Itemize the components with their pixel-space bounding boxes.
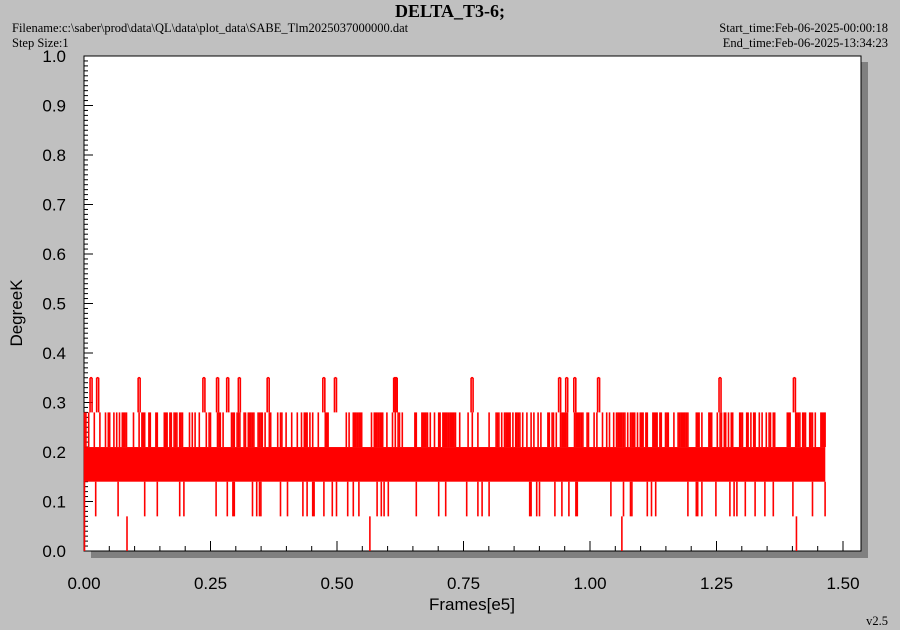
y-tick-label: 0.0 (42, 542, 66, 561)
y-tick-label: 0.3 (42, 394, 66, 413)
x-tick-label: 1.25 (700, 574, 733, 593)
y-tick-label: 1.0 (42, 47, 66, 66)
signal-band (84, 447, 826, 482)
y-tick-label: 0.9 (42, 97, 66, 116)
filename-label: Filename:c:\saber\prod\data\QL\data\plot… (12, 21, 409, 35)
x-tick-label: 1.50 (826, 574, 859, 593)
y-tick-label: 0.2 (42, 443, 66, 462)
y-tick-label: 0.7 (42, 196, 66, 215)
axis-ticks: 0.0 0.1 0.2 0.3 0.4 0.5 0.6 0.7 0.8 0.9 1.0 0.00 0.2… (42, 47, 859, 593)
y-tick-label: 0.8 (42, 146, 66, 165)
version-label: v2.5 (866, 614, 888, 628)
y-tick-label: 0.4 (42, 344, 66, 363)
x-tick-label: 1.00 (573, 574, 606, 593)
y-tick-label: 0.6 (42, 245, 66, 264)
end-time-label: End_time:Feb-06-2025-13:34:23 (722, 36, 888, 50)
y-tick-label: 0.5 (42, 295, 66, 314)
start-time-label: Start_time:Feb-06-2025-00:00:18 (719, 21, 888, 35)
x-tick-label: 0.50 (320, 574, 353, 593)
x-tick-label: 0.75 (447, 574, 480, 593)
x-tick-label: 0.00 (67, 574, 100, 593)
y-axis-label: DegreeK (7, 279, 26, 347)
series-group (83, 376, 826, 551)
y-tick-label: 0.1 (42, 493, 66, 512)
chart-title: DELTA_T3-6; (394, 1, 506, 21)
x-axis-label: Frames[e5] (429, 595, 515, 614)
step-size-label: Step Size:1 (12, 36, 69, 50)
x-tick-label: 0.25 (194, 574, 227, 593)
